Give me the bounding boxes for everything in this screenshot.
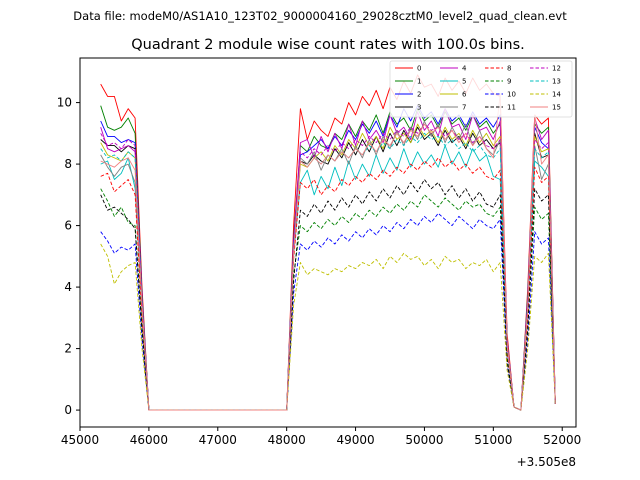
series-line-11 [100,179,556,411]
legend-label: 3 [417,104,421,112]
legend-label: 10 [507,91,516,99]
x-tick-label: 52000 [543,433,581,447]
y-tick-label: 2 [64,342,72,356]
plot-frame [79,57,577,428]
legend-box [389,60,573,118]
series-line-10 [100,212,556,411]
y-tick-label: 10 [57,96,72,110]
legend-label: 1 [417,78,421,86]
series-line-13 [100,132,556,411]
series-line-15 [100,92,556,411]
legend-label: 14 [552,91,561,99]
x-tick-label: 45000 [61,433,99,447]
legend-label: 2 [417,91,421,99]
series-layer [100,74,556,411]
y-tick-label: 4 [64,280,72,294]
x-tick-label: 47000 [199,433,237,447]
legend-label: 8 [507,65,511,73]
x-axis: 45000 46000 47000 48000 49000 50000 51000 52000 [61,427,581,447]
legend-label: 11 [507,104,516,112]
legend-label: 0 [417,65,421,73]
legend-label: 13 [552,78,561,86]
legend-label: 9 [507,78,511,86]
x-tick-label: 46000 [130,433,168,447]
y-tick-label: 0 [64,403,72,417]
legend-label: 5 [462,78,466,86]
y-tick-label: 8 [64,157,72,171]
chart-title: Quadrant 2 module wise count rates with … [131,37,525,53]
legend-label: 15 [552,104,561,112]
series-line-9 [100,188,556,411]
legend-label: 7 [462,104,466,112]
x-tick-label: 48000 [268,433,306,447]
legend-label: 12 [552,65,561,73]
x-tick-label: 51000 [474,433,512,447]
y-axis: 0 2 4 6 8 10 [57,96,80,417]
y-tick-label: 6 [64,219,72,233]
legend-label: 4 [462,65,467,73]
x-tick-label: 50000 [405,433,443,447]
x-tick-label: 49000 [336,433,374,447]
legend-label: 6 [462,91,467,99]
x-offset-label: +3.505e8 [517,455,576,469]
data-file-label: Data file: modeM0/AS1A10_123T02_90000041… [73,9,567,23]
